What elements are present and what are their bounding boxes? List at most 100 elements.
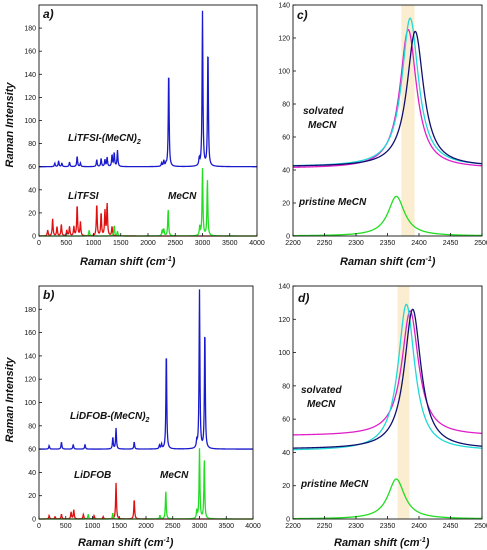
y-tick-label-b: 100 <box>24 400 36 407</box>
series-line-a-blue <box>39 10 257 168</box>
annotation-litfsi-mecn2-subscript: 2 <box>136 139 141 146</box>
y-tick-label-a: 60 <box>28 164 36 171</box>
panel-d: 2200 2250 2300 2350 2400 2450 2500 0 20 40 60 80 100… <box>278 284 487 531</box>
xlabel-d-close: ) <box>425 537 430 549</box>
panel-a: 0 500 1000 1500 2000 2500 3000 3500 4000 0 20 40 60 8… <box>24 4 265 247</box>
x-tick-label-b: 0 <box>37 523 41 530</box>
series-line-b-blue <box>39 289 253 450</box>
x-tick-label-d: 2250 <box>317 523 333 530</box>
series-line-c-navy <box>292 30 483 167</box>
annotation-pristine-mecn: pristine MeCN <box>298 197 367 208</box>
panel-label-d: d) <box>298 291 309 305</box>
y-tick-label-a: 20 <box>28 210 36 217</box>
y-tick-label-a: 40 <box>28 187 36 194</box>
x-tick-label-c: 2350 <box>380 240 396 247</box>
xlabel-b-text: Raman shift <box>78 537 142 549</box>
x-tick-label-a: 3000 <box>195 240 211 247</box>
x-tick-label-c: 2500 <box>474 240 487 247</box>
annotation-litfsi-mecn2: LiTFSI-(MeCN)2 <box>68 133 141 146</box>
y-tick-label-d: 100 <box>278 350 290 357</box>
y-tick-label-c: 80 <box>282 102 290 109</box>
x-tick-label-b: 500 <box>60 523 72 530</box>
y-tick-label-b: 0 <box>32 517 36 524</box>
x-tick-label-a: 1500 <box>113 240 129 247</box>
y-tick-label-d: 0 <box>286 517 290 524</box>
x-tick-label-c: 2450 <box>443 240 459 247</box>
xlabel-a: Raman shift (cm-1) <box>80 256 176 268</box>
highlight-band-c <box>401 5 415 236</box>
x-tick-label-b: 2500 <box>165 523 181 530</box>
xlabel-d-sup: -1 <box>420 537 426 544</box>
xlabel-c-close: ) <box>431 256 436 268</box>
x-tick-label-a: 500 <box>60 240 72 247</box>
x-tick-label-c: 2250 <box>317 240 333 247</box>
y-tick-label-a: 120 <box>24 95 36 102</box>
annotation-lidfob-mecn2-main: LiDFOB-(MeCN) <box>70 411 146 422</box>
series-line-c-magenta <box>292 29 483 168</box>
annotation-mecn: MeCN <box>168 191 197 202</box>
y-tick-label-c: 140 <box>278 3 290 10</box>
x-tick-label-d: 2450 <box>443 523 459 530</box>
y-tick-label-b: 20 <box>28 493 36 500</box>
y-tick-label-c: 120 <box>278 36 290 43</box>
y-tick-label-a: 80 <box>28 141 36 148</box>
x-tick-label-a: 1000 <box>86 240 102 247</box>
y-tick-label-c: 20 <box>282 201 290 208</box>
y-tick-label-d: 140 <box>278 284 290 291</box>
annotation-litfsi-mecn2-main: LiTFSI-(MeCN) <box>68 133 138 144</box>
xlabel-d-text: Raman shift <box>334 537 398 549</box>
panel-label-b: b) <box>43 288 54 302</box>
xlabel-a-text: Raman shift <box>80 256 144 268</box>
series-line-d-magenta <box>292 310 483 436</box>
annotation-solvated: solvated <box>303 106 344 117</box>
annotation-solvated-mecn: MeCN <box>308 120 337 131</box>
xlabel-c-sup: -1 <box>426 256 432 263</box>
y-tick-label-d: 40 <box>282 450 290 457</box>
y-tick-label-b: 120 <box>24 377 36 384</box>
xlabel-c-unit: (cm <box>406 256 426 268</box>
panel-label-c: c) <box>297 8 308 22</box>
xlabel-d: Raman shift (cm-1) <box>334 537 430 549</box>
y-tick-label-a: 140 <box>24 72 36 79</box>
annotation-lidfob-mecn2-subscript: 2 <box>145 417 150 424</box>
xlabel-a-sup: -1 <box>166 256 172 263</box>
annotation-lidfob-mecn2: LiDFOB-(MeCN)2 <box>70 411 150 424</box>
y-tick-label-c: 60 <box>282 135 290 142</box>
y-tick-label-c: 0 <box>286 234 290 241</box>
annotation-solvated-mecn-d: MeCN <box>307 399 336 410</box>
xlabel-d-unit: (cm <box>400 537 420 549</box>
y-tick-label-a: 0 <box>32 234 36 241</box>
x-tick-label-a: 3500 <box>222 240 238 247</box>
y-tick-label-a: 100 <box>24 118 36 125</box>
xlabel-b-unit: (cm <box>144 537 164 549</box>
xlabel-a-unit: (cm <box>146 256 166 268</box>
series-line-a-red <box>38 202 257 237</box>
ylabel-top: Raman Intensity <box>4 82 16 168</box>
x-tick-label-a: 2000 <box>140 240 156 247</box>
x-tick-label-c: 2200 <box>285 240 301 247</box>
annotation-mecn-b: MeCN <box>160 470 189 481</box>
series-line-d-cyan <box>292 303 483 451</box>
annotation-pristine-mecn-d: pristine MeCN <box>300 479 369 490</box>
y-tick-label-b: 160 <box>24 330 36 337</box>
y-tick-label-b: 140 <box>24 353 36 360</box>
x-tick-label-b: 4000 <box>245 523 261 530</box>
panel-c: 2200 2250 2300 2350 2400 2450 2500 0 20 40 60 80 100… <box>278 3 487 248</box>
xlabel-a-close: ) <box>171 256 176 268</box>
y-tick-label-d: 60 <box>282 417 290 424</box>
highlight-band-d <box>397 286 410 519</box>
x-tick-label-b: 2000 <box>138 523 154 530</box>
xlabel-c-text: Raman shift <box>340 256 404 268</box>
series-line-c-cyan <box>292 17 483 167</box>
series-line-b-green <box>39 448 253 520</box>
panel-label-a: a) <box>43 7 54 21</box>
x-tick-label-b: 1500 <box>111 523 127 530</box>
x-tick-label-d: 2400 <box>411 523 427 530</box>
x-tick-label-d: 2200 <box>285 523 301 530</box>
y-tick-label-b: 180 <box>24 307 36 314</box>
series-line-a-green <box>39 168 257 237</box>
x-tick-label-d: 2350 <box>380 523 396 530</box>
ylabel-bottom: Raman Intensity <box>4 357 16 443</box>
y-tick-label-d: 80 <box>282 383 290 390</box>
y-tick-label-b: 80 <box>28 423 36 430</box>
